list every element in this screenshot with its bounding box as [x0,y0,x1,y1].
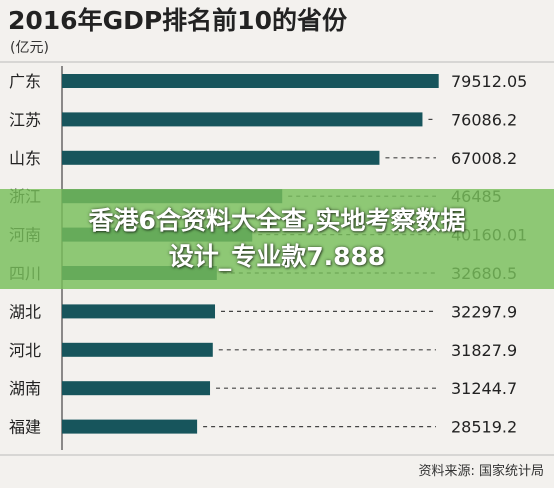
bar-福建 [62,419,198,434]
value-label: 31244.7 [451,379,517,398]
value-label: 79512.05 [451,72,527,91]
category-label: 湖南 [9,379,41,398]
category-label: 江苏 [9,110,41,129]
category-label: 湖北 [9,302,41,321]
source-label: 资料来源: 国家统计局 [418,463,544,479]
bar-山东 [62,150,380,165]
watermark-banner: 香港6合资料大全查,实地考察数据 设计_专业款7.888 [0,189,554,289]
category-label: 山东 [9,149,41,168]
unit-label: (亿元) [10,40,49,56]
chart-title: 2016年GDP排名前10的省份 [8,6,347,35]
value-label: 76086.2 [451,110,517,129]
category-label: 广东 [9,72,41,91]
bar-湖南 [62,381,211,396]
category-label: 福建 [9,418,41,437]
value-label: 28519.2 [451,418,517,437]
bar-广东 [62,74,439,88]
value-label: 67008.2 [451,149,517,168]
bar-江苏 [62,112,423,127]
watermark-line-2: 设计_专业款7.888 [168,242,386,271]
bar-河北 [62,342,213,357]
value-label: 31827.9 [451,341,517,360]
category-label: 河北 [9,341,41,360]
watermark-text: 香港6合资料大全查,实地考察数据 设计_专业款7.888 [0,189,554,289]
watermark-line-1: 香港6合资料大全查,实地考察数据 [88,206,466,235]
value-label: 32297.9 [451,302,517,321]
bar-湖北 [62,304,216,319]
